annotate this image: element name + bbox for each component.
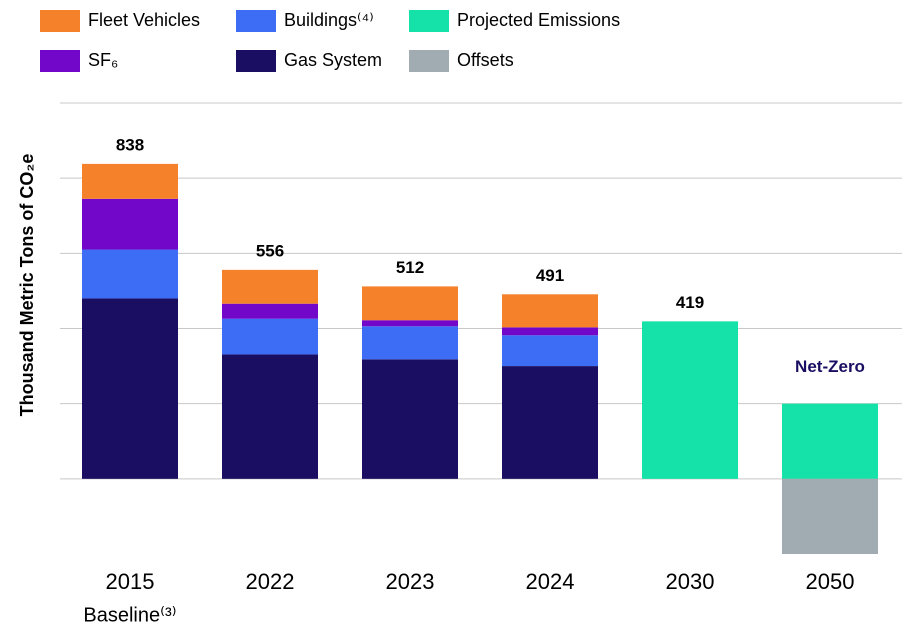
bar-segment xyxy=(82,198,178,250)
legend-label: Fleet Vehicles xyxy=(88,10,200,30)
x-tick-label: 2030 xyxy=(666,569,715,594)
bar-segment xyxy=(222,318,318,355)
bar-segment xyxy=(362,286,458,321)
bar-segment xyxy=(82,298,178,479)
x-tick-label: 2024 xyxy=(526,569,575,594)
bar-segment xyxy=(362,320,458,327)
bar-segment xyxy=(642,321,738,479)
x-tick-label: 2015 xyxy=(106,569,155,594)
legend-swatch xyxy=(236,50,276,72)
total-label: 512 xyxy=(396,258,424,277)
legend-swatch xyxy=(409,50,449,72)
legend-label: SF₆ xyxy=(88,50,118,70)
bar-segment xyxy=(502,335,598,367)
bar-segment xyxy=(222,269,318,304)
legend-swatch xyxy=(40,10,80,32)
x-tick-sublabel: Baseline⁽³⁾ xyxy=(83,604,176,626)
bar-segment xyxy=(362,326,458,360)
legend-label: Buildings⁽⁴⁾ xyxy=(284,10,374,30)
bar-segment xyxy=(362,359,458,479)
bar-segment xyxy=(222,303,318,319)
x-tick-label: 2023 xyxy=(386,569,435,594)
bar-segment xyxy=(782,403,878,479)
legend-swatch xyxy=(236,10,276,32)
bar-segment xyxy=(82,163,178,199)
bar-segment xyxy=(502,294,598,328)
bar-segment xyxy=(782,478,878,554)
bar-segment xyxy=(502,366,598,479)
total-label: 556 xyxy=(256,241,284,260)
total-label: 419 xyxy=(676,293,704,312)
bar-segment xyxy=(82,249,178,299)
x-tick-label: 2050 xyxy=(806,569,855,594)
annotation: Net-Zero xyxy=(795,357,865,376)
bar-segment xyxy=(222,354,318,479)
total-label: 838 xyxy=(116,135,144,154)
legend-swatch xyxy=(409,10,449,32)
legend-label: Gas System xyxy=(284,50,382,70)
legend-label: Offsets xyxy=(457,50,514,70)
bar-segment xyxy=(502,327,598,336)
total-label: 491 xyxy=(536,266,564,285)
legend-swatch xyxy=(40,50,80,72)
legend-label: Projected Emissions xyxy=(457,10,620,30)
x-tick-label: 2022 xyxy=(246,569,295,594)
y-axis-label: Thousand Metric Tons of CO₂e xyxy=(17,154,37,417)
